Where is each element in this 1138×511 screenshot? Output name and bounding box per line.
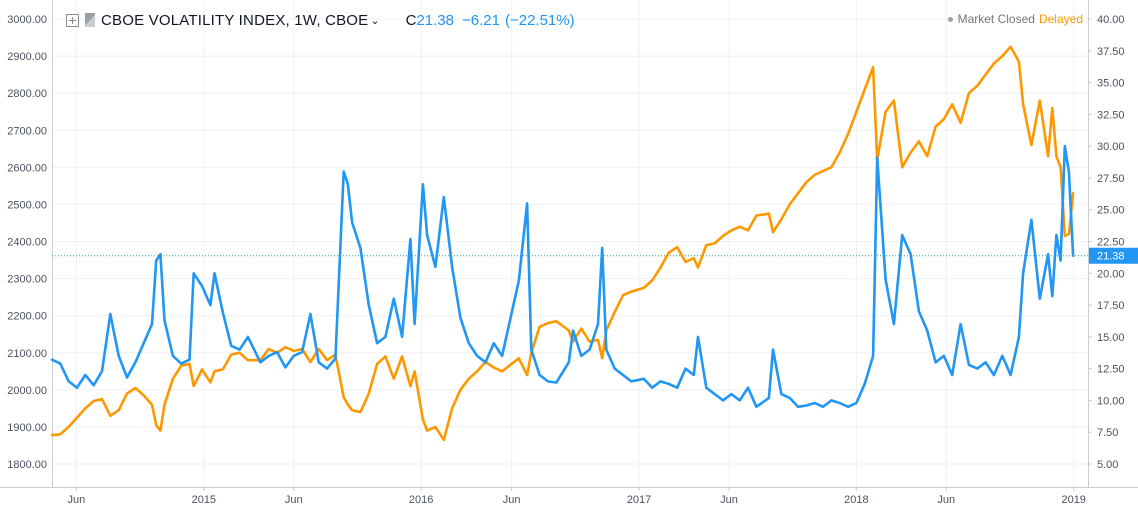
flag-icon[interactable] [85, 13, 95, 27]
time-tick-label: 2018 [844, 494, 868, 506]
left-tick-label: 2900.00 [7, 51, 47, 63]
right-tick-label: 25.00 [1097, 205, 1125, 217]
right-tick-label: 27.50 [1097, 173, 1125, 185]
left-tick-label: 2400.00 [7, 237, 47, 249]
right-tick-label: 15.00 [1097, 332, 1125, 344]
chevron-down-icon[interactable]: ⌄ [370, 14, 380, 27]
left-tick-label: 3000.00 [7, 14, 47, 26]
time-tick-label: Jun [285, 494, 303, 506]
left-tick-label: 2200.00 [7, 311, 47, 323]
time-axis[interactable]: Jun 2015 Jun 2016 Jun 2017 Jun 2018 Jun 2019 [68, 487, 1086, 506]
market-status: Market Closed Delayed [947, 12, 1083, 26]
series-layer [50, 45, 1075, 442]
overlay-series-line [50, 45, 1075, 442]
last-price-badge [1089, 247, 1138, 264]
last-price-badge-text: 21.38 [1097, 251, 1125, 263]
right-tick-label: 17.50 [1097, 300, 1125, 312]
change-value: −6.21 [462, 11, 500, 29]
time-tick-label: Jun [68, 494, 86, 506]
status-dot-icon [947, 16, 953, 22]
left-tick-label: 2800.00 [7, 88, 47, 100]
time-tick-label: 2016 [409, 494, 433, 506]
right-tick-label: 12.50 [1097, 364, 1125, 376]
right-tick-label: 7.50 [1097, 427, 1118, 439]
left-tick-label: 2700.00 [7, 125, 47, 137]
right-tick-label: 37.50 [1097, 46, 1125, 58]
time-tick-label: 2017 [627, 494, 651, 506]
chart-header: CBOE VOLATILITY INDEX, 1W, CBOE ⌄ C 21.3… [66, 9, 575, 31]
vix-series-line [50, 144, 1075, 409]
change-percent: (−22.51%) [504, 11, 575, 29]
plus-square-icon[interactable] [66, 13, 79, 27]
symbol-title[interactable]: CBOE VOLATILITY INDEX, 1W, CBOE [101, 11, 369, 29]
right-tick-label: 32.50 [1097, 109, 1125, 121]
left-tick-label: 2300.00 [7, 274, 47, 286]
right-tick-label: 22.50 [1097, 237, 1125, 249]
time-tick-label: Jun [937, 494, 955, 506]
chart-frame [0, 0, 1138, 488]
time-tick-label: 2015 [192, 494, 216, 506]
right-tick-label: 30.00 [1097, 141, 1125, 153]
delayed-label: Delayed [1038, 12, 1083, 26]
right-tick-label: 5.00 [1097, 459, 1118, 471]
market-closed-label: Market Closed [957, 12, 1035, 26]
left-tick-label: 2000.00 [7, 385, 47, 397]
time-tick-label: Jun [503, 494, 521, 506]
right-axis: 40.00 37.50 35.00 32.50 30.00 27.50 25.00 22.50… [1088, 14, 1125, 471]
close-value: 21.38 [416, 11, 454, 29]
last-price-label: 21.38 [1089, 247, 1138, 264]
left-tick-label: 2600.00 [7, 162, 47, 174]
left-tick-label: 2500.00 [7, 199, 47, 211]
time-tick-label: 2019 [1061, 494, 1085, 506]
left-axis: 3000.00 2900.00 2800.00 2700.00 2600.00 2500.… [7, 14, 47, 471]
left-tick-label: 1800.00 [7, 459, 47, 471]
left-tick-label: 1900.00 [7, 422, 47, 434]
right-tick-label: 40.00 [1097, 14, 1125, 26]
left-tick-label: 2100.00 [7, 348, 47, 360]
close-label: C [405, 11, 417, 29]
right-tick-label: 35.00 [1097, 78, 1125, 90]
time-tick-label: Jun [720, 494, 738, 506]
right-tick-label: 20.00 [1097, 268, 1125, 280]
right-tick-label: 10.00 [1097, 395, 1125, 407]
grid-lines [52, 0, 1088, 487]
